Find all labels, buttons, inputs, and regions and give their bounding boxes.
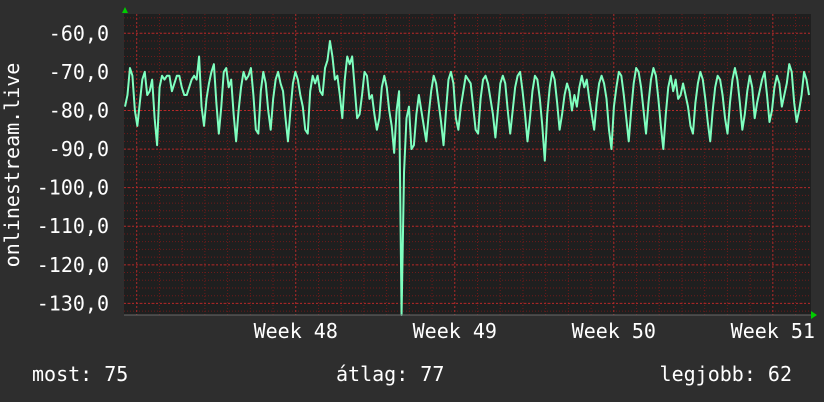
y-axis-ticks: -60,0 -70,0 -80,0 -90,0 -100,0 -110,0 -120,0 -1… [37, 21, 109, 315]
y-tick-label: -70,0 [49, 60, 109, 84]
x-tick-label: Week 49 [413, 319, 497, 343]
y-axis-label: onlinestream.live [0, 63, 24, 268]
y-tick-label: -110,0 [37, 214, 109, 238]
stats-bar: most: 75 átlag: 77 legjobb: 62 [0, 362, 824, 388]
plot-area [124, 14, 811, 315]
x-tick-label: Week 48 [254, 319, 338, 343]
x-tick-label: Week 51 [731, 319, 815, 343]
y-tick-label: -100,0 [37, 176, 109, 200]
y-tick-label: -130,0 [37, 291, 109, 315]
stat-current: most: 75 [32, 362, 129, 386]
y-tick-label: -80,0 [49, 98, 109, 122]
x-axis-ticks: Week 48 Week 49 Week 50 Week 51 [254, 319, 815, 343]
y-tick-label: -60,0 [49, 21, 109, 45]
y-axis-label-group: onlinestream.live [0, 63, 24, 268]
line-chart: -60,0 -70,0 -80,0 -90,0 -100,0 -110,0 -120,0 -1… [0, 7, 817, 343]
x-tick-label: Week 50 [572, 319, 656, 343]
stat-best: legjobb: 62 [659, 362, 792, 386]
stat-average: átlag: 77 [336, 362, 445, 386]
grid [124, 14, 811, 315]
y-axis-arrow-icon [122, 7, 128, 13]
y-tick-label: -90,0 [49, 137, 109, 161]
x-axis-arrow-icon [811, 311, 817, 319]
series-line [124, 40, 810, 316]
y-tick-label: -120,0 [37, 253, 109, 277]
